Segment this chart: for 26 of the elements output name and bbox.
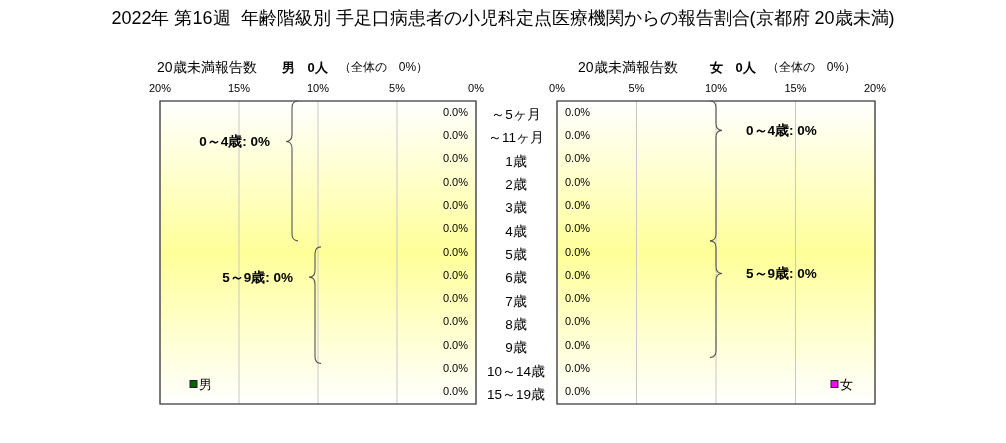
annotation: 男 0人 (281, 59, 328, 75)
annotation: 5～9歳: 0% (746, 266, 817, 281)
category: 3歳 (505, 200, 527, 216)
annotation: 0～4歳: 0% (746, 122, 817, 138)
category: ～5ヶ月 (491, 107, 541, 123)
legend: 男 (199, 376, 212, 392)
legend: 女 (840, 376, 853, 392)
category: 9歳 (505, 340, 527, 356)
subtitle: 20歳未満報告数 (157, 59, 257, 75)
annotation: 女 0人 (709, 59, 756, 75)
annotation: 0～4歳: 0% (199, 134, 270, 150)
title: 2022年 第16週 年齢階級別 手足口病患者の小児科定点医療機関からの報告割合(京都府 20歳未満) (111, 8, 895, 28)
category: 4歳 (505, 223, 527, 239)
category: 10～14歳 (487, 363, 545, 379)
category: ～11ヶ月 (488, 130, 544, 146)
category: 6歳 (505, 270, 527, 286)
category: 15～19歳 (487, 386, 545, 402)
annotation: （全体の 0%） (766, 60, 857, 74)
category: 8歳 (505, 316, 527, 332)
category: 1歳 (505, 153, 527, 169)
annotation: （全体の 0%） (338, 60, 429, 74)
annotation: 5～9歳: 0% (222, 269, 293, 285)
category: 2歳 (505, 177, 527, 193)
category: 5歳 (505, 247, 527, 262)
subtitle: 20歳未満報告数 (578, 59, 678, 75)
category: 7歳 (505, 293, 527, 309)
